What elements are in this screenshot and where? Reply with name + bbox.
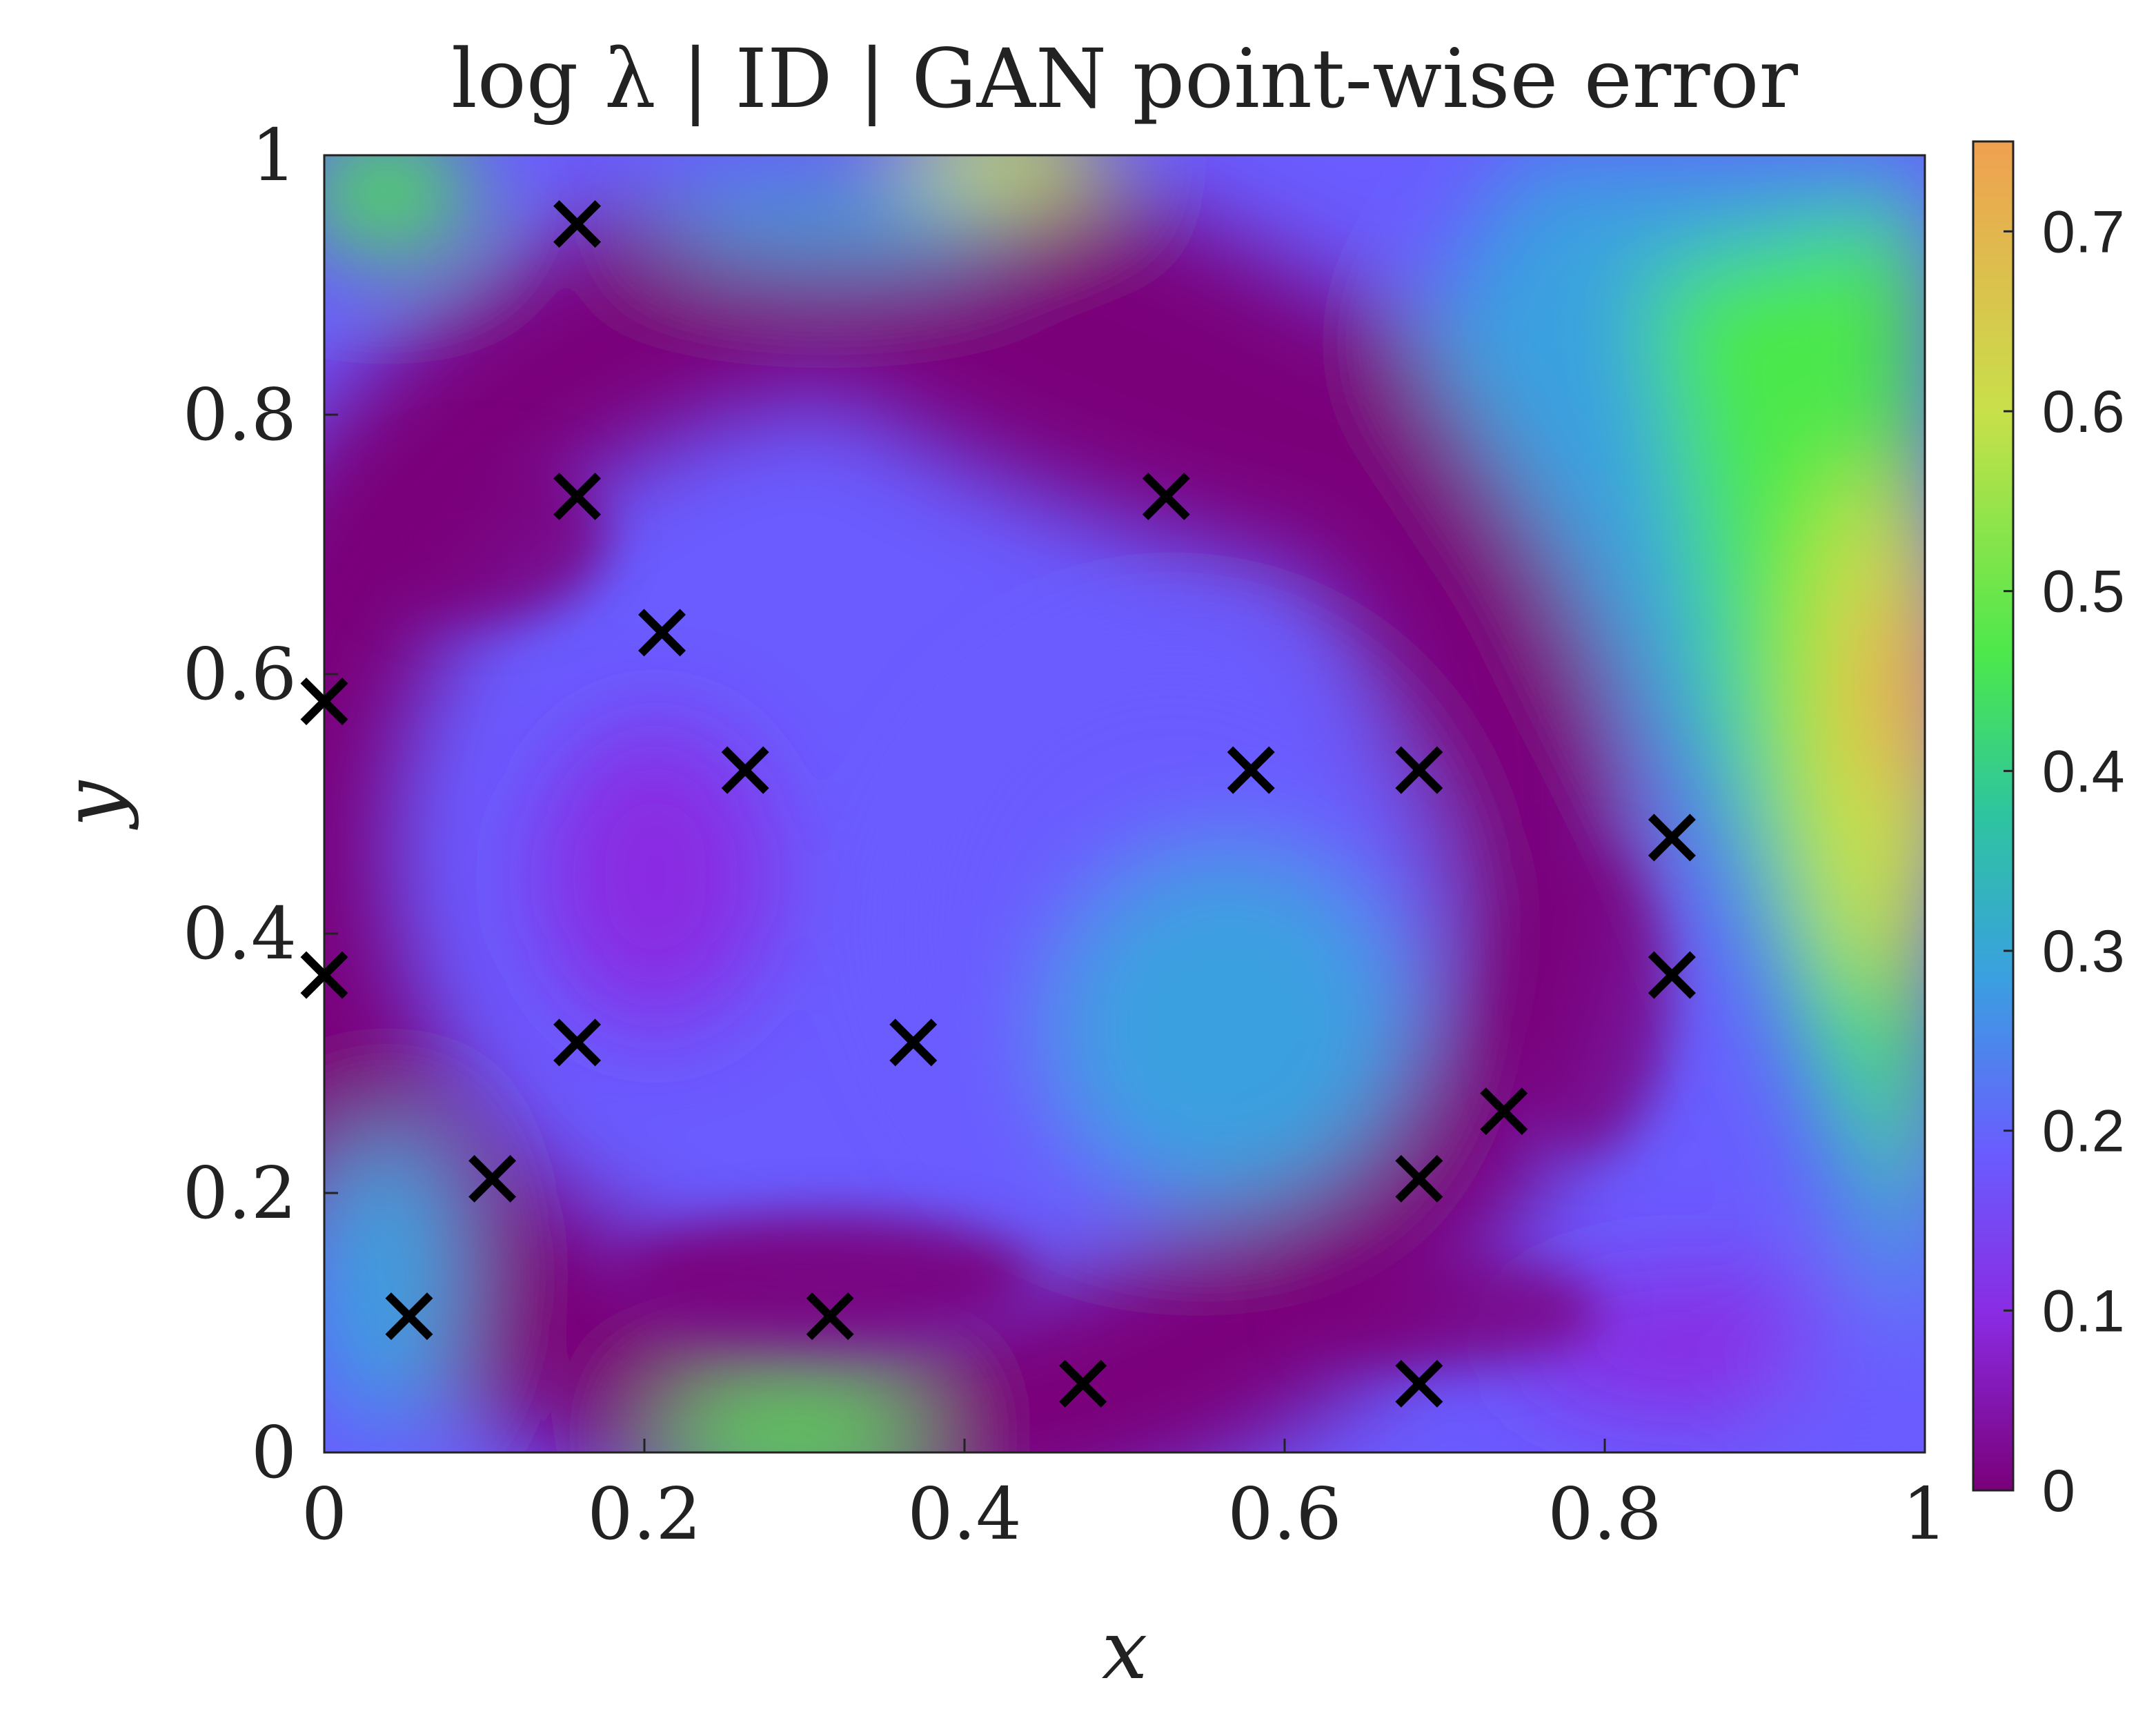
marker-x [1395, 746, 1443, 794]
marker-x [300, 677, 348, 725]
colorbar-tick-label: 0.1 [2042, 1278, 2125, 1344]
marker-x [889, 1018, 938, 1067]
colorbar-tick-label: 0.2 [2042, 1098, 2125, 1165]
marker-x [553, 472, 602, 520]
x-tick-label: 0.4 [907, 1472, 1021, 1556]
y-axis-label: y [45, 780, 140, 830]
marker-layer [300, 200, 1696, 1408]
colorbar-tick-label: 0.4 [2042, 738, 2125, 805]
marker-x [1648, 951, 1696, 999]
colorbar-tick-label: 0 [2042, 1458, 2075, 1524]
marker-x [468, 1154, 517, 1203]
colorbar-tick-label: 0.3 [2042, 918, 2125, 985]
marker-x [1395, 1154, 1443, 1203]
marker-x [638, 609, 686, 657]
y-tick-label: 0.2 [183, 1151, 297, 1235]
marker-x [1648, 814, 1696, 862]
marker-x [553, 200, 602, 248]
marker-x [553, 1018, 602, 1067]
marker-x [806, 1292, 854, 1341]
x-axis-label: x [1102, 1602, 1148, 1697]
marker-x [1059, 1359, 1107, 1408]
colorbar [1972, 140, 2015, 1492]
marker-x [721, 746, 769, 794]
x-tick-label: 0 [301, 1472, 347, 1556]
y-tick-label: 1 [251, 113, 297, 197]
x-tick-label: 0.2 [587, 1472, 701, 1556]
colorbar-tick-label: 0.7 [2042, 199, 2125, 265]
marker-x [1395, 1359, 1443, 1408]
y-tick-label: 0.4 [183, 891, 297, 976]
marker-x [1227, 746, 1275, 794]
y-tick-label: 0.6 [183, 632, 297, 716]
marker-x [1480, 1087, 1528, 1136]
heatmap-field [324, 155, 1925, 1452]
colorbar-tick-label: 0.6 [2042, 379, 2125, 445]
y-axis-ticks: 0 0.2 0.4 0.6 0.8 1 [183, 113, 338, 1495]
marker-x [1142, 472, 1190, 520]
x-tick-label: 1 [1902, 1472, 1948, 1556]
x-tick-label: 0.8 [1547, 1472, 1661, 1556]
y-tick-label: 0 [251, 1410, 297, 1495]
plot-frame [323, 154, 1926, 1454]
x-axis-ticks: 0 0.2 0.4 0.6 0.8 1 [301, 1439, 1948, 1556]
colorbar-ticks: 0 0.1 0.2 0.3 0.4 0.5 0.6 0.7 [2004, 199, 2125, 1524]
marker-x [385, 1292, 433, 1341]
chart-title: log λ | ID | GAN point-wise error [451, 31, 1799, 126]
x-tick-label: 0.6 [1227, 1472, 1341, 1556]
marker-x [300, 951, 348, 999]
y-tick-label: 0.8 [183, 373, 297, 457]
colorbar-tick-label: 0.5 [2042, 559, 2125, 625]
